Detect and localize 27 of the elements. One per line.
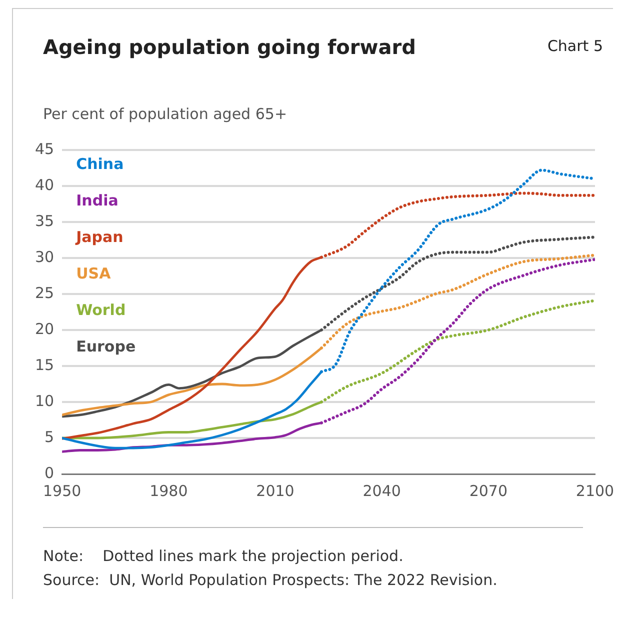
y-axis-title: Per cent of population aged 65+ <box>43 105 288 123</box>
y-tick-label: 30 <box>34 248 54 266</box>
y-tick-label: 25 <box>34 284 54 302</box>
y-tick-label: 15 <box>34 356 54 374</box>
source-note: Source: UN, World Population Prospects: The 2022 Revision. <box>43 571 498 589</box>
x-tick-label: 2070 <box>469 482 508 500</box>
text: Europe <box>76 337 136 356</box>
y-tick-label: 20 <box>34 320 54 338</box>
text: USA <box>76 264 112 282</box>
y-tick-label: 10 <box>34 392 54 410</box>
text: China <box>76 154 124 173</box>
text: Note: Dotted lines mark the projection period. <box>43 547 404 565</box>
y-tick-label: 35 <box>34 212 54 230</box>
caption: Chart 5 <box>547 37 603 55</box>
y-tick-label: 0 <box>44 464 54 482</box>
text: Japan <box>75 228 124 246</box>
y-tick-label: 5 <box>44 428 54 446</box>
text: India <box>76 191 118 210</box>
x-tick-label: 2010 <box>256 482 294 500</box>
chart-title: Ageing population going forward <box>43 35 416 59</box>
x-tick-label: 1950 <box>42 482 82 500</box>
y-tick-label: 45 <box>34 140 54 158</box>
y-tick-label: 40 <box>34 176 54 194</box>
x-tick-label: 2040 <box>362 482 401 500</box>
x-tick-label: 2100 <box>576 482 614 500</box>
x-tick-label: 1980 <box>150 482 188 500</box>
text: World <box>76 300 126 319</box>
